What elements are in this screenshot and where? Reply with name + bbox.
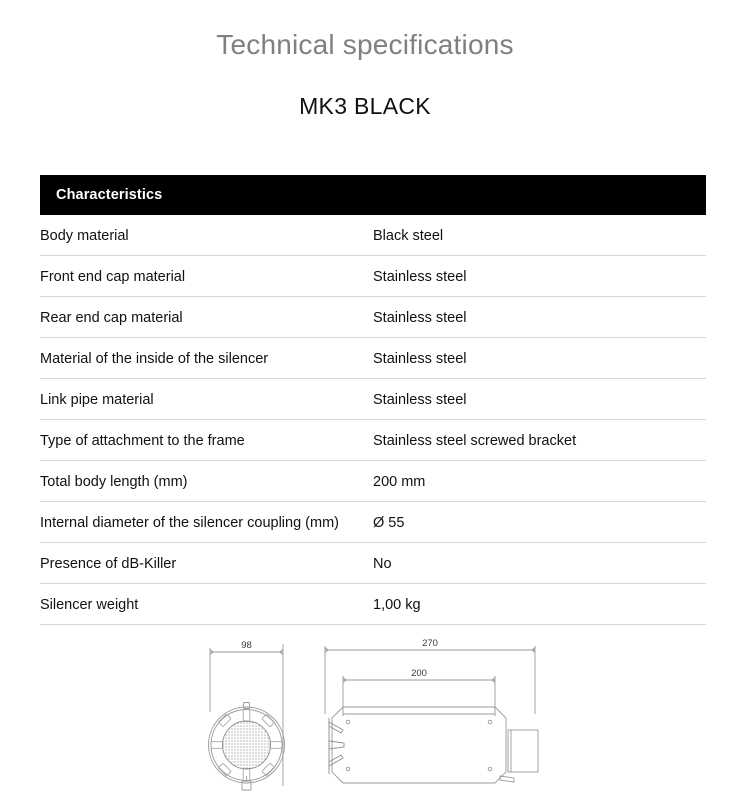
spoke-sw: [218, 763, 232, 776]
spec-label: Type of attachment to the frame: [40, 419, 373, 461]
side-bracket-fins: [328, 721, 345, 767]
table-row: Rear end cap material Stainless steel: [40, 296, 706, 338]
table-head: Characteristics: [40, 175, 706, 215]
spec-label: Silencer weight: [40, 583, 373, 625]
table-row: Silencer weight 1,00 kg: [40, 583, 706, 625]
spec-value: Black steel: [373, 215, 706, 256]
front-dimension-label: 98: [241, 640, 252, 651]
side-body-outline: [331, 706, 507, 784]
bracket-fin-bottom: [328, 754, 344, 767]
front-dim-tick-left: [209, 649, 214, 653]
side-outlet-tab: [499, 775, 515, 783]
front-outer-circle: [208, 706, 285, 784]
front-dim-tick-right: [279, 649, 284, 653]
spec-label: Total body length (mm): [40, 460, 373, 502]
tick-270-r2: [531, 649, 536, 653]
model-title: MK3 BLACK: [299, 93, 431, 119]
spec-value: Stainless steel: [373, 337, 706, 379]
spec-value: Stainless steel: [373, 378, 706, 420]
table-row: Internal diameter of the silencer coupli…: [40, 501, 706, 543]
table-row: Presence of dB-Killer No: [40, 542, 706, 584]
tick-270-l1: [324, 647, 329, 651]
tick-200-r2: [491, 679, 496, 683]
page-title: Technical specifications: [216, 29, 514, 60]
tick-200-r1: [491, 677, 496, 681]
tick-270-l2: [324, 649, 329, 653]
front-bottom-tab: [241, 780, 252, 791]
spec-label: Presence of dB-Killer: [40, 542, 373, 584]
side-view-drawing: [324, 646, 539, 784]
technical-drawings: 98: [0, 626, 730, 812]
table-header-row: Characteristics: [40, 175, 706, 215]
spoke-n: [242, 709, 251, 722]
spec-label: Link pipe material: [40, 378, 373, 420]
spec-label: Front end cap material: [40, 255, 373, 297]
table-row: Total body length (mm) 200 mm: [40, 460, 706, 502]
front-dim-tick-left-2: [209, 651, 214, 655]
tick-200-l2: [342, 679, 347, 683]
spec-value: Stainless steel screwed bracket: [373, 419, 706, 461]
tick-200-l1: [342, 677, 347, 681]
front-top-tab: [243, 702, 250, 709]
table-row: Link pipe material Stainless steel: [40, 378, 706, 420]
spoke-w: [210, 741, 224, 749]
bracket-fin-middle: [328, 740, 345, 750]
front-dim-tick-right-2: [279, 651, 284, 655]
spec-value: 200 mm: [373, 460, 706, 502]
spec-label: Rear end cap material: [40, 296, 373, 338]
spec-table-container: Characteristics Body material Black stee…: [40, 175, 706, 625]
side-screw-top-left: [345, 719, 351, 725]
side-dimension-label-270: 270: [422, 638, 438, 649]
side-outlet-pipe: [507, 729, 539, 773]
spec-value: No: [373, 542, 706, 584]
spec-value: Stainless steel: [373, 296, 706, 338]
table-header-characteristics: Characteristics: [40, 175, 706, 215]
specifications-table: Characteristics Body material Black stee…: [40, 175, 706, 625]
spec-value: Ø 55: [373, 501, 706, 543]
spec-value: Stainless steel: [373, 255, 706, 297]
side-screw-bottom-right: [487, 766, 493, 772]
spec-label: Body material: [40, 215, 373, 256]
side-dimension-label-200: 200: [411, 668, 427, 679]
spoke-se: [261, 763, 275, 776]
table-row: Front end cap material Stainless steel: [40, 255, 706, 297]
spec-value: 1,00 kg: [373, 583, 706, 625]
drawings-svg: 98: [208, 638, 539, 791]
bracket-fin-top: [328, 721, 344, 734]
side-screw-top-right: [487, 719, 493, 725]
spec-label: Material of the inside of the silencer: [40, 337, 373, 379]
spoke-e: [269, 741, 283, 749]
side-screw-bottom-left: [345, 766, 351, 772]
spoke-ne: [261, 714, 275, 727]
front-mesh-disc: [222, 720, 271, 770]
spec-label: Internal diameter of the silencer coupli…: [40, 501, 373, 543]
table-row: Material of the inside of the silencer S…: [40, 337, 706, 379]
front-view-drawing: [208, 644, 285, 791]
table-row: Type of attachment to the frame Stainles…: [40, 419, 706, 461]
table-body: Body material Black steel Front end cap …: [40, 215, 706, 625]
table-row: Body material Black steel: [40, 215, 706, 256]
spoke-nw: [218, 714, 232, 727]
tick-270-r1: [531, 647, 536, 651]
